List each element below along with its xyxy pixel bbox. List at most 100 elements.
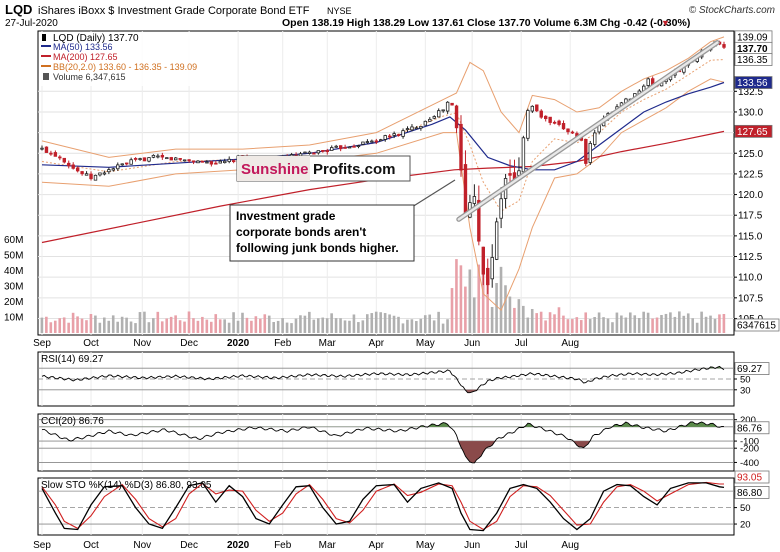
x-tick-label: Jun [464, 338, 480, 349]
bb-upper-line [41, 36, 725, 158]
x-axis-bottom: Sep Oct Nov Dec 2020 Feb Mar Apr May Jun Jul Aug [33, 540, 579, 551]
cci-line [41, 421, 725, 464]
volume-bar [633, 315, 637, 333]
chart-date: 27-Jul-2020 [5, 18, 58, 29]
candle-body [383, 135, 387, 140]
volume-bar [553, 314, 556, 333]
candle-body [147, 157, 151, 162]
candle-body [111, 168, 116, 171]
legend-item-ma50: MA(50) 133.56 [41, 42, 113, 52]
volume-bar [321, 317, 325, 333]
volume-bar [290, 323, 293, 333]
candle-body [138, 158, 142, 160]
candle-body [71, 164, 75, 169]
volume-bar [562, 315, 565, 333]
candle-body [535, 104, 539, 112]
volume-bar [138, 312, 142, 333]
trendline-line [457, 41, 719, 221]
volume-bar [468, 269, 472, 333]
candle-body [463, 164, 468, 216]
volume-bar [548, 312, 552, 333]
price-tick-label: 107.5 [738, 293, 763, 304]
bb-middle-line [41, 59, 725, 212]
legend-item-ma200: MA(200) 127.65 [41, 52, 118, 62]
price-tick-label: 122.5 [738, 169, 763, 180]
volume-bar [713, 318, 717, 333]
volume-bar [370, 313, 374, 333]
cci-value-box [734, 421, 770, 435]
candle-body [486, 267, 490, 286]
volume-bar [606, 318, 610, 333]
stoch-value-box [734, 470, 770, 484]
volume-bar [669, 312, 672, 333]
volume-bar [152, 318, 155, 333]
volume-label-box [734, 318, 780, 332]
candle-body [423, 120, 428, 126]
volume-bar [348, 320, 351, 333]
cci-value-label: 86.76 [737, 423, 762, 434]
candle-body [129, 159, 133, 165]
price-tick-label: 115.0 [738, 231, 763, 242]
volume-bar [539, 311, 543, 333]
candle-body [432, 116, 436, 119]
volume-bar [419, 318, 423, 333]
volume-bar [432, 320, 436, 333]
candle-body [396, 134, 401, 136]
volume-bar [187, 311, 191, 333]
volume-bar [628, 312, 632, 333]
watermark: © StockCharts.com [689, 5, 775, 16]
volume-bar [62, 317, 66, 333]
volume-bar [254, 316, 258, 333]
legend-item-volume: Volume 6,347,615 [43, 72, 126, 82]
volume-bar [513, 307, 516, 333]
candle-body [499, 198, 503, 219]
annotation-arrow [411, 179, 456, 208]
volume-bar [49, 322, 53, 333]
volume-bar [615, 312, 619, 333]
volume-bar [597, 312, 601, 333]
volume-bar [71, 312, 75, 333]
candle-body [454, 105, 459, 129]
candle-body [543, 115, 548, 120]
candle-body [445, 101, 450, 112]
volume-bar [655, 317, 659, 333]
volume-bar [334, 318, 338, 333]
volume-bar [718, 314, 721, 333]
annotation-line: corporate bonds aren't [236, 225, 366, 239]
volume-bar [686, 313, 690, 333]
candle-body [75, 167, 80, 172]
candle-body [441, 109, 445, 112]
volume-bar [691, 318, 694, 333]
volume-bar [330, 313, 333, 333]
volume-bar [678, 311, 681, 333]
candle-body [223, 160, 227, 164]
price-label-text: 127.65 [737, 127, 768, 138]
osc-tick-label: -400 [740, 458, 759, 469]
price-tick-label: 125.0 [738, 149, 763, 160]
candle-body [160, 154, 165, 158]
x-tick-label: May [416, 338, 435, 349]
volume-bar [571, 319, 574, 333]
volume-bar [201, 316, 204, 333]
security-name: iShares iBoxx $ Investment Grade Corpora… [38, 5, 310, 17]
volume-bar [308, 311, 311, 333]
x-tick-label: Dec [180, 338, 198, 349]
volume-bar [285, 322, 289, 333]
volume-bar [227, 322, 231, 333]
volume-bar [245, 317, 249, 333]
volume-bar [98, 322, 102, 333]
candle-body [205, 161, 209, 164]
volume-bar [67, 322, 70, 333]
volume-bar [700, 311, 703, 333]
price-panel: 132.5130.0127.5125.0122.5120.0117.5115.0… [4, 30, 780, 336]
volume-bar [116, 321, 119, 333]
sunshine-profits-logo: Sunshine Profits.com [236, 155, 411, 182]
volume-bar [535, 313, 538, 333]
candle-body [356, 145, 361, 148]
candle-body [539, 110, 543, 118]
candle-body [89, 173, 93, 180]
osc-tick-label: 200 [740, 415, 756, 426]
